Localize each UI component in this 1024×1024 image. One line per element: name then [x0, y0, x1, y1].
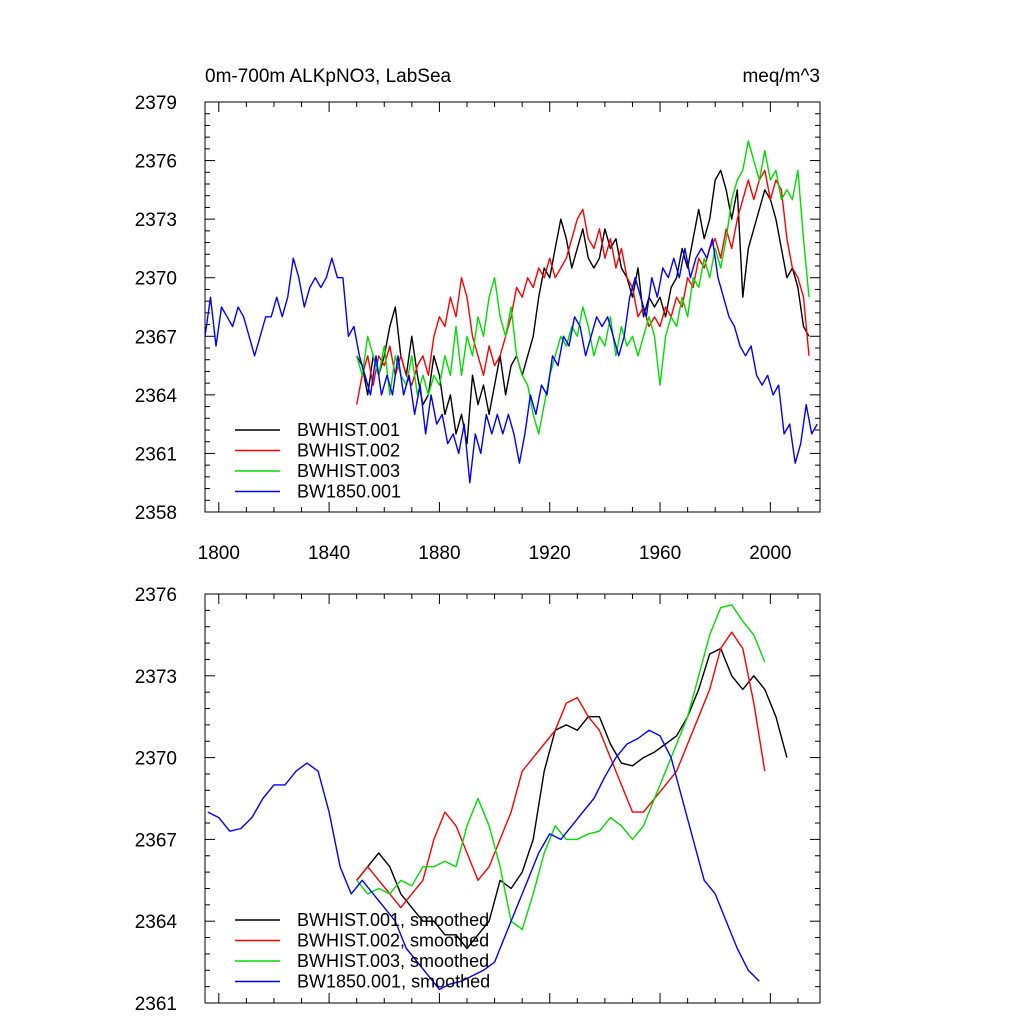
y-tick-label: 2364	[135, 386, 178, 407]
y-tick-label: 2373	[135, 210, 177, 231]
series-line-bw1850-001-smoothed	[207, 729, 760, 991]
legend-label: BWHIST.003	[297, 461, 400, 481]
series-line-bwhist-003-smoothed	[356, 604, 766, 931]
series-line-bwhist-002-smoothed	[356, 631, 766, 909]
y-tick-label: 2370	[135, 269, 177, 290]
bottom-panel-smoothed-series: 2361 2364 2367 2370 2373 2376 BWHIST.001, smoo…	[135, 585, 821, 1015]
y-tick-label: 2358	[135, 503, 177, 524]
x-tick-label: 1880	[418, 543, 460, 564]
legend-label: BWHIST.003, smoothed	[297, 951, 489, 971]
plot-frame	[204, 101, 821, 513]
y-tick-label: 2376	[135, 585, 177, 606]
chart-title-right: meq/m^3	[742, 66, 820, 87]
top-panel-raw-series: 2358 2361 2364 2367 2370 2373 2376 2379 1800 1840…	[135, 66, 821, 564]
series-line-bwhist-001	[356, 169, 810, 445]
legend-label: BW1850.001, smoothed	[297, 972, 490, 992]
chart-title-left: 0m-700m ALKpNO3, LabSea	[205, 66, 452, 87]
y-tick-label: 2361	[135, 994, 177, 1015]
x-tick-label: 1920	[529, 543, 571, 564]
series-line-bw1850-001	[204, 238, 818, 484]
series-line-bwhist-001-smoothed	[356, 647, 788, 950]
legend-label: BWHIST.002	[297, 441, 400, 461]
y-tick-label: 2367	[135, 830, 177, 851]
series-line-bwhist-003	[356, 140, 810, 435]
y-tick-label: 2373	[135, 667, 177, 688]
legend-label: BW1850.001	[297, 482, 401, 502]
legend-label: BWHIST.001, smoothed	[297, 910, 489, 930]
y-tick-label: 2376	[135, 152, 177, 173]
x-tick-label: 2000	[749, 543, 791, 564]
plot-frame	[204, 593, 821, 1004]
series-line-bwhist-002	[356, 169, 810, 405]
x-tick-label: 1960	[639, 543, 681, 564]
legend-label: BWHIST.001	[297, 420, 400, 440]
y-tick-label: 2379	[135, 93, 177, 114]
y-tick-label: 2370	[135, 749, 177, 770]
y-tick-label: 2367	[135, 327, 177, 348]
y-tick-label: 2364	[135, 912, 178, 933]
x-tick-label: 1800	[198, 543, 240, 564]
legend-label: BWHIST.002, smoothed	[297, 931, 489, 951]
y-tick-label: 2361	[135, 444, 177, 465]
x-tick-label: 1840	[308, 543, 350, 564]
